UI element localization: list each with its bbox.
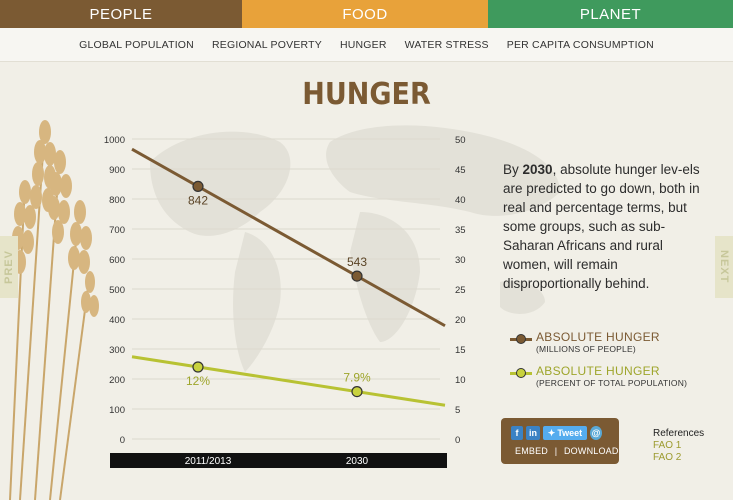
subnav-water-stress[interactable]: WATER STRESS <box>404 38 489 51</box>
references-heading: References <box>653 428 705 439</box>
top-tabs: PEOPLE FOOD PLANET <box>0 0 733 36</box>
y-left-tick-label: 900 <box>109 165 125 176</box>
hunger-chart: 0 100 200 300 400 500 600 700 800 900 1000 0 5 10 15 20… <box>104 135 466 468</box>
y-right-tick-label: 40 <box>455 195 466 206</box>
tweet-label: Tweet <box>557 428 583 438</box>
wheat-illustration <box>1 120 99 500</box>
prev-label: PREV <box>3 250 15 284</box>
data-point <box>351 270 363 282</box>
y-left-tick-label: 100 <box>109 405 125 416</box>
data-label: 543 <box>347 255 367 269</box>
y-right-tick-label: 20 <box>455 315 466 326</box>
next-label: NEXT <box>718 250 730 284</box>
y-left-tick-label: 400 <box>109 315 125 326</box>
facebook-icon[interactable]: f <box>511 426 523 440</box>
description-text: By 2030, absolute hunger lev-els are pre… <box>503 160 713 293</box>
data-label: 842 <box>188 193 208 207</box>
references: References FAO 1 FAO 2 <box>653 428 704 464</box>
legend-percent-hunger: ABSOLUTE HUNGER (PERCENT OF TOTAL POPULA… <box>510 364 687 388</box>
x-tick-label: 2011/2013 <box>185 456 232 467</box>
legend-absolute-title: ABSOLUTE HUNGER <box>536 330 660 344</box>
tab-food[interactable]: FOOD <box>242 0 488 28</box>
page-title: HUNGER <box>302 77 431 112</box>
download-link[interactable]: DOWNLOAD <box>563 446 619 456</box>
y-left-tick-label: 500 <box>109 285 125 296</box>
sub-navigation: GLOBAL POPULATION REGIONAL POVERTY HUNGE… <box>0 28 733 62</box>
next-button[interactable]: NEXT <box>715 236 733 298</box>
world-map-background <box>150 125 560 372</box>
data-point <box>192 180 204 193</box>
tweet-button[interactable]: ✦ Tweet <box>543 426 587 440</box>
series-line <box>131 355 446 407</box>
y-right-tick-label: 0 <box>455 435 460 446</box>
y-left-tick-label: 300 <box>109 345 125 356</box>
data-label: 12% <box>186 374 210 388</box>
prev-button[interactable]: PREV <box>0 236 18 298</box>
description-before: By <box>503 162 523 177</box>
y-left-tick-label: 0 <box>120 435 125 446</box>
legend-absolute-hunger: ABSOLUTE HUNGER (MILLIONS OF PEOPLE) <box>510 330 660 354</box>
subnav-global-population[interactable]: GLOBAL POPULATION <box>79 38 194 51</box>
legend-brown-swatch <box>510 333 532 345</box>
twitter-bird-icon: ✦ <box>547 427 556 438</box>
email-icon[interactable]: @ <box>590 426 602 440</box>
y-left-tick-label: 200 <box>109 375 125 386</box>
share-panel: f in ✦ Tweet @ EMBED | DOWNLOAD <box>501 418 619 464</box>
description-year: 2030 <box>522 162 553 177</box>
data-point <box>192 361 204 373</box>
y-left-tick-label: 800 <box>109 195 125 206</box>
y-right-tick-label: 30 <box>455 255 466 266</box>
y-right-tick-label: 25 <box>455 285 466 296</box>
y-right-tick-label: 35 <box>455 225 466 236</box>
legend-absolute-sub: (MILLIONS OF PEOPLE) <box>536 344 636 354</box>
series-line <box>131 147 446 328</box>
subnav-hunger[interactable]: HUNGER <box>339 38 387 51</box>
y-left-tick-label: 1000 <box>104 135 125 146</box>
y-right-tick-label: 5 <box>455 405 460 416</box>
y-left-tick-label: 600 <box>109 255 125 266</box>
legend-percent-title: ABSOLUTE HUNGER <box>536 364 660 378</box>
data-point <box>351 386 363 398</box>
y-right-tick-label: 50 <box>455 135 466 146</box>
share-separator: | <box>554 446 558 456</box>
x-axis-bar <box>110 453 447 468</box>
description-after: , absolute hunger lev-els are predicted … <box>503 162 700 291</box>
x-tick-label: 2030 <box>346 456 369 467</box>
tab-people[interactable]: PEOPLE <box>0 0 242 36</box>
tab-planet[interactable]: PLANET <box>488 0 733 28</box>
reference-fao-2[interactable]: FAO 2 <box>653 452 682 463</box>
y-right-tick-label: 45 <box>455 165 466 176</box>
y-right-tick-label: 15 <box>455 345 466 356</box>
legend-yellow-swatch <box>510 367 532 379</box>
subnav-per-capita-consumption[interactable]: PER CAPITA CONSUMPTION <box>506 38 654 51</box>
y-left-tick-label: 700 <box>109 225 125 236</box>
reference-fao-1[interactable]: FAO 1 <box>653 440 682 451</box>
subnav-regional-poverty[interactable]: REGIONAL POVERTY <box>211 38 322 51</box>
linkedin-icon[interactable]: in <box>526 426 540 440</box>
legend-percent-sub: (PERCENT OF TOTAL POPULATION) <box>536 378 688 388</box>
content-area <box>0 62 733 500</box>
embed-link[interactable]: EMBED <box>515 446 549 456</box>
data-label: 7.9% <box>343 371 371 385</box>
y-right-tick-label: 10 <box>455 375 466 386</box>
